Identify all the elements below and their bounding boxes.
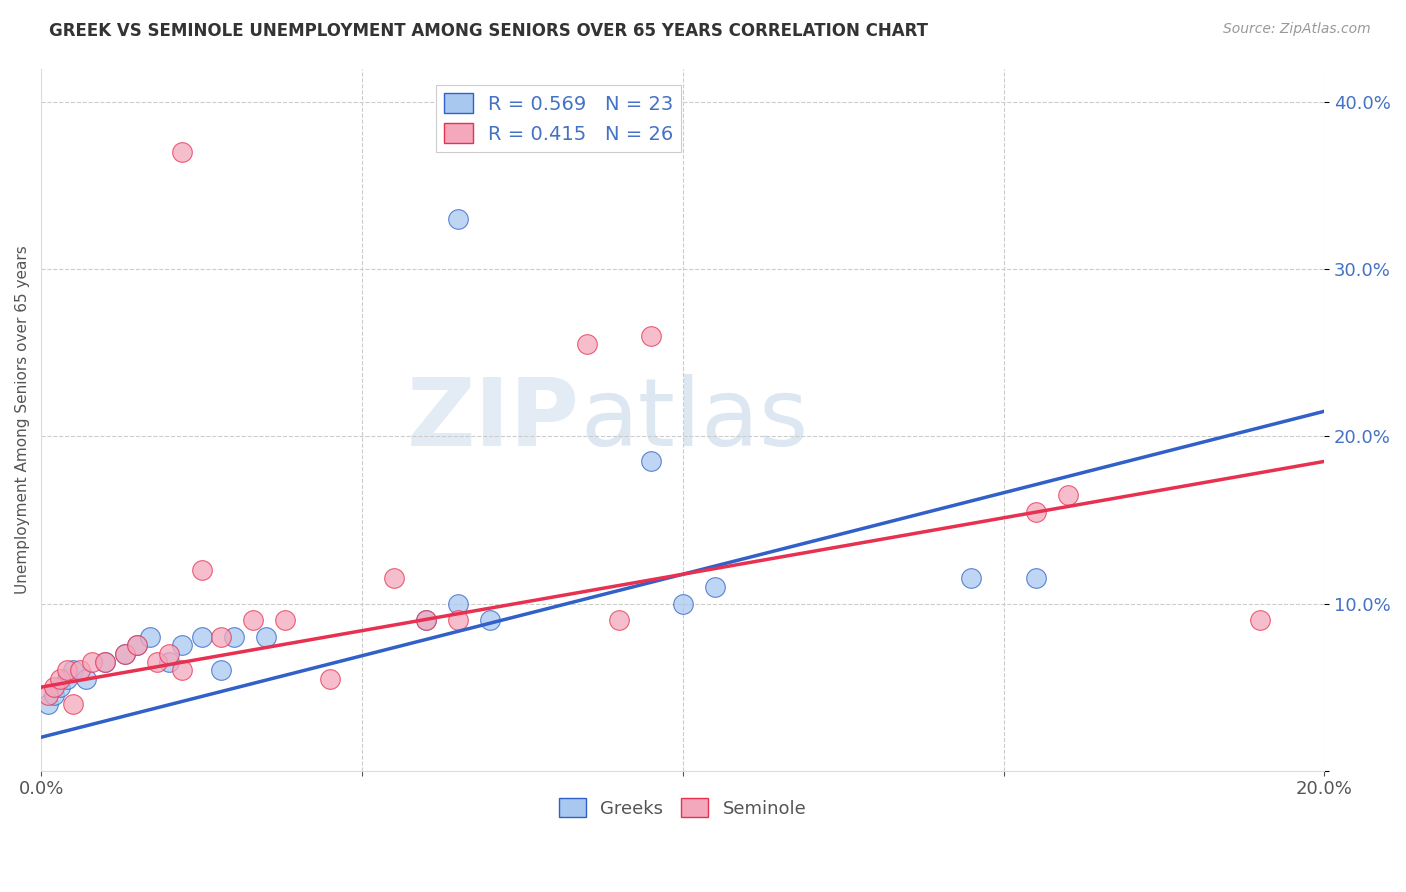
Point [447,211,470,226]
Point [55,664,77,678]
Point [49,680,72,694]
Point [479,613,502,627]
Point [172,638,194,652]
Point [190,563,212,577]
Point [172,145,194,160]
Point [640,329,662,343]
Point [94,655,117,669]
Point [319,672,342,686]
Point [415,613,437,627]
Point [55,672,77,686]
Point [172,664,194,678]
Text: ZIP: ZIP [408,374,581,466]
Point [127,638,149,652]
Point [640,454,662,468]
Point [62,664,84,678]
Point [274,613,297,627]
Point [382,571,405,585]
Point [114,647,136,661]
Text: Source: ZipAtlas.com: Source: ZipAtlas.com [1223,22,1371,37]
Point [75,672,97,686]
Point [209,630,232,644]
Point [94,655,117,669]
Point [242,613,264,627]
Point [145,655,167,669]
Y-axis label: Unemployment Among Seniors over 65 years: Unemployment Among Seniors over 65 years [15,245,30,594]
Point [222,630,245,644]
Text: atlas: atlas [581,374,808,466]
Point [672,597,695,611]
Point [190,630,212,644]
Point [42,689,65,703]
Point [49,672,72,686]
Point [1025,571,1047,585]
Point [1056,488,1078,502]
Point [37,689,59,703]
Point [209,664,232,678]
Point [447,613,470,627]
Point [37,697,59,711]
Point [159,655,181,669]
Point [82,655,104,669]
Point [1025,504,1047,518]
Point [42,680,65,694]
Legend: Greeks, Seminole: Greeks, Seminole [551,791,814,825]
Point [415,613,437,627]
Point [114,647,136,661]
Point [254,630,277,644]
Point [139,630,162,644]
Point [127,638,149,652]
Point [607,613,630,627]
Point [1249,613,1271,627]
Point [703,580,725,594]
Text: GREEK VS SEMINOLE UNEMPLOYMENT AMONG SENIORS OVER 65 YEARS CORRELATION CHART: GREEK VS SEMINOLE UNEMPLOYMENT AMONG SEN… [49,22,928,40]
Point [159,647,181,661]
Point [575,337,598,351]
Point [62,697,84,711]
Point [447,597,470,611]
Point [960,571,983,585]
Point [69,664,91,678]
